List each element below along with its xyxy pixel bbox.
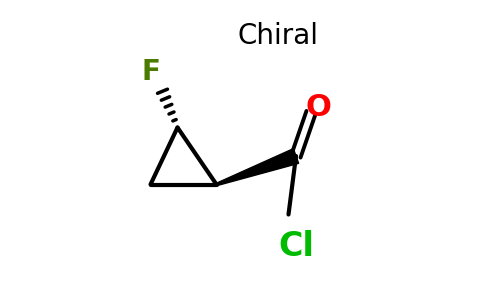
Text: Cl: Cl: [278, 230, 314, 262]
Text: O: O: [305, 94, 332, 122]
Text: Chiral: Chiral: [238, 22, 318, 50]
Text: F: F: [141, 58, 160, 86]
Polygon shape: [216, 149, 299, 186]
